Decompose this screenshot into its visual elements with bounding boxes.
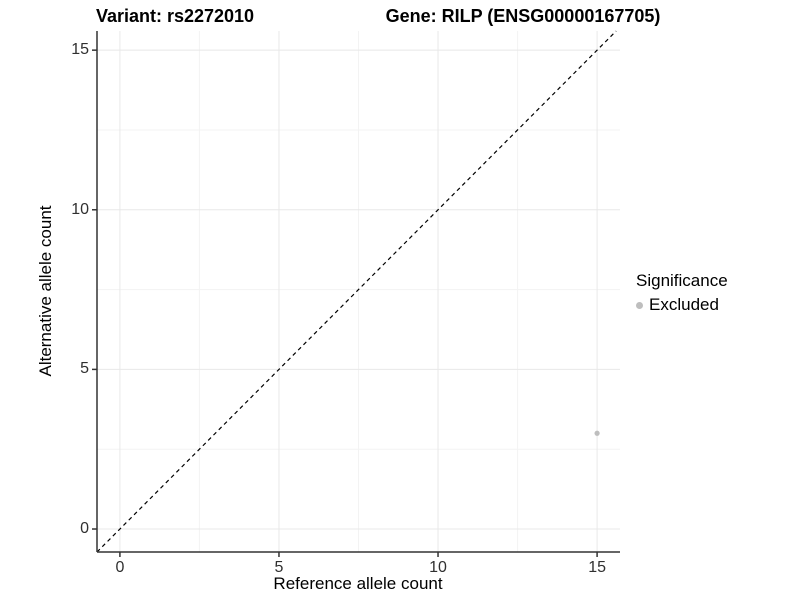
legend-title: Significance <box>636 271 728 290</box>
y-tick-label: 5 <box>80 360 89 378</box>
legend-item-label: Excluded <box>649 295 719 314</box>
identity-reference-line <box>96 30 617 553</box>
legend-item-excluded: Excluded <box>636 295 728 315</box>
x-tick-label: 10 <box>429 559 447 576</box>
plot-title-gene: Gene: RILP (ENSG00000167705) <box>385 6 661 26</box>
y-axis-title: Alternative allele count <box>36 205 55 377</box>
x-axis-title: Reference allele count <box>273 574 443 593</box>
plot-title-variant: Variant: rs2272010 <box>95 6 255 26</box>
legend-point-icon <box>636 301 643 309</box>
y-tick-label: 10 <box>71 200 89 218</box>
y-tick-label: 0 <box>80 520 89 537</box>
data-point <box>594 430 600 436</box>
x-tick-label: 0 <box>115 559 125 576</box>
y-tick-label: 15 <box>71 41 89 59</box>
x-tick-label: 15 <box>588 559 606 576</box>
x-tick-label: 5 <box>274 559 284 576</box>
legend: Significance Excluded <box>636 271 728 315</box>
